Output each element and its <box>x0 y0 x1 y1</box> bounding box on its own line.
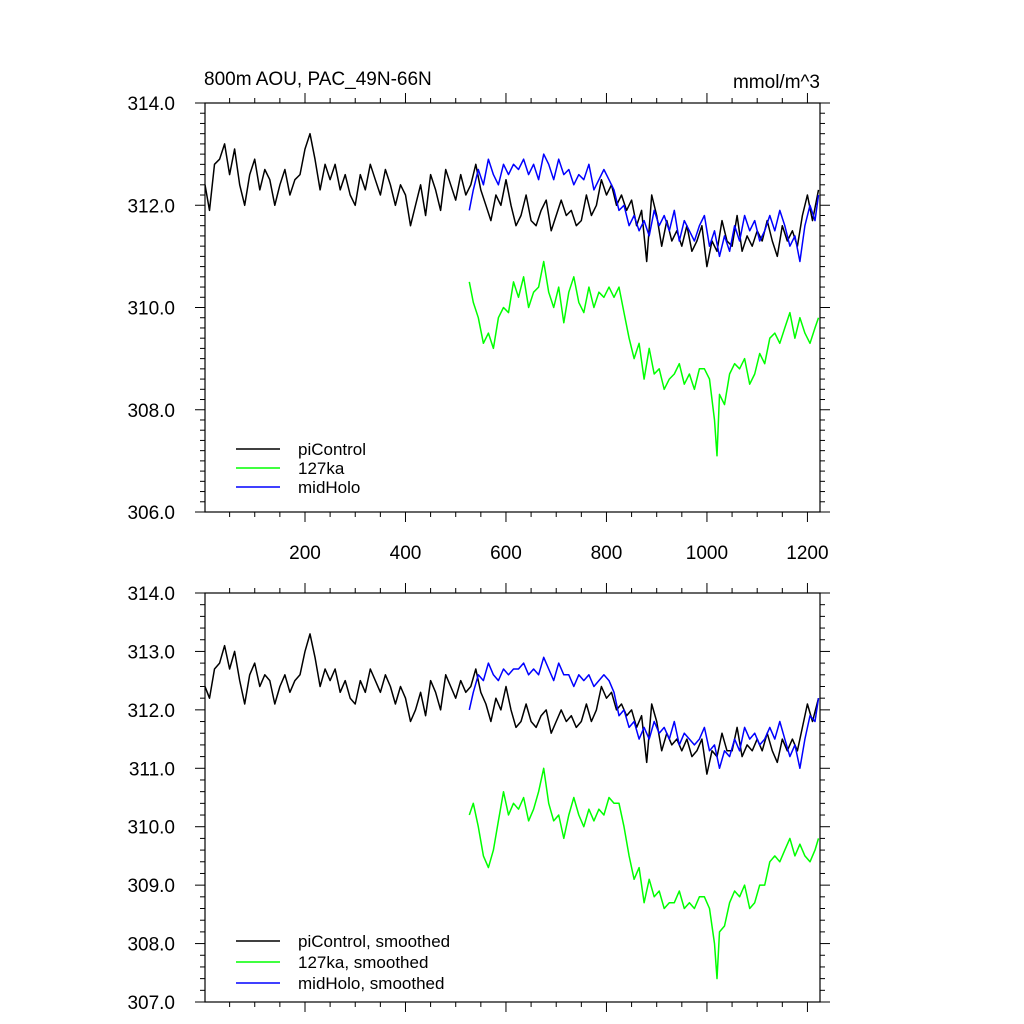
x-tick-label: 600 <box>490 543 522 564</box>
y-tick-label: 308.0 <box>127 401 175 422</box>
x-tick-label: 1000 <box>686 543 728 564</box>
y-tick-label: 312.0 <box>127 701 175 722</box>
y-tick-label: 311.0 <box>129 759 175 780</box>
legend-label: midHolo, smoothed <box>298 974 444 993</box>
x-tick-label: 200 <box>289 543 321 564</box>
legend-label: piControl <box>298 440 366 459</box>
y-tick-label: 309.0 <box>127 876 175 897</box>
x-tick-label: 800 <box>591 543 623 564</box>
series-line-127ka <box>468 260 820 457</box>
plot-frame <box>204 592 821 1003</box>
series-line-picontrol-smoothed <box>205 633 820 775</box>
y-tick-label: 313.0 <box>127 642 175 663</box>
y-tick-label: 314.0 <box>127 94 175 115</box>
x-tick-label: 1200 <box>786 543 828 564</box>
y-tick-label: 310.0 <box>127 818 175 839</box>
figure-title: 800m AOU, PAC_49N-66N <box>204 69 432 90</box>
y-tick-label: 310.0 <box>127 299 175 320</box>
y-tick-label: 314.0 <box>127 584 175 605</box>
series-group <box>205 132 820 457</box>
series-group <box>205 633 820 980</box>
x-tick-label: 400 <box>390 543 422 564</box>
series-line-midholo-smoothed <box>468 656 820 770</box>
legend-label: 127ka <box>298 459 345 478</box>
series-line-midholo <box>468 153 820 263</box>
legend-label: piControl, smoothed <box>298 932 450 951</box>
y-tick-label: 307.0 <box>127 993 175 1014</box>
y-tick-label: 306.0 <box>127 503 175 524</box>
y-tick-label: 312.0 <box>127 196 175 217</box>
legend-label: midHolo <box>298 478 360 497</box>
units-label: mmol/m^3 <box>733 72 820 93</box>
series-line-picontrol <box>205 132 820 268</box>
panel-top: 200 400 600 800 1000 1200 306.0 308.0 310.0 312.0… <box>127 93 830 564</box>
y-tick-label: 308.0 <box>127 935 175 956</box>
legend-label: 127ka, smoothed <box>298 953 428 972</box>
panel-bottom: 307.0 308.0 309.0 310.0 311.0 312.0 313.0 314.0… <box>127 583 830 1014</box>
series-line-127ka-smoothed <box>468 767 820 980</box>
